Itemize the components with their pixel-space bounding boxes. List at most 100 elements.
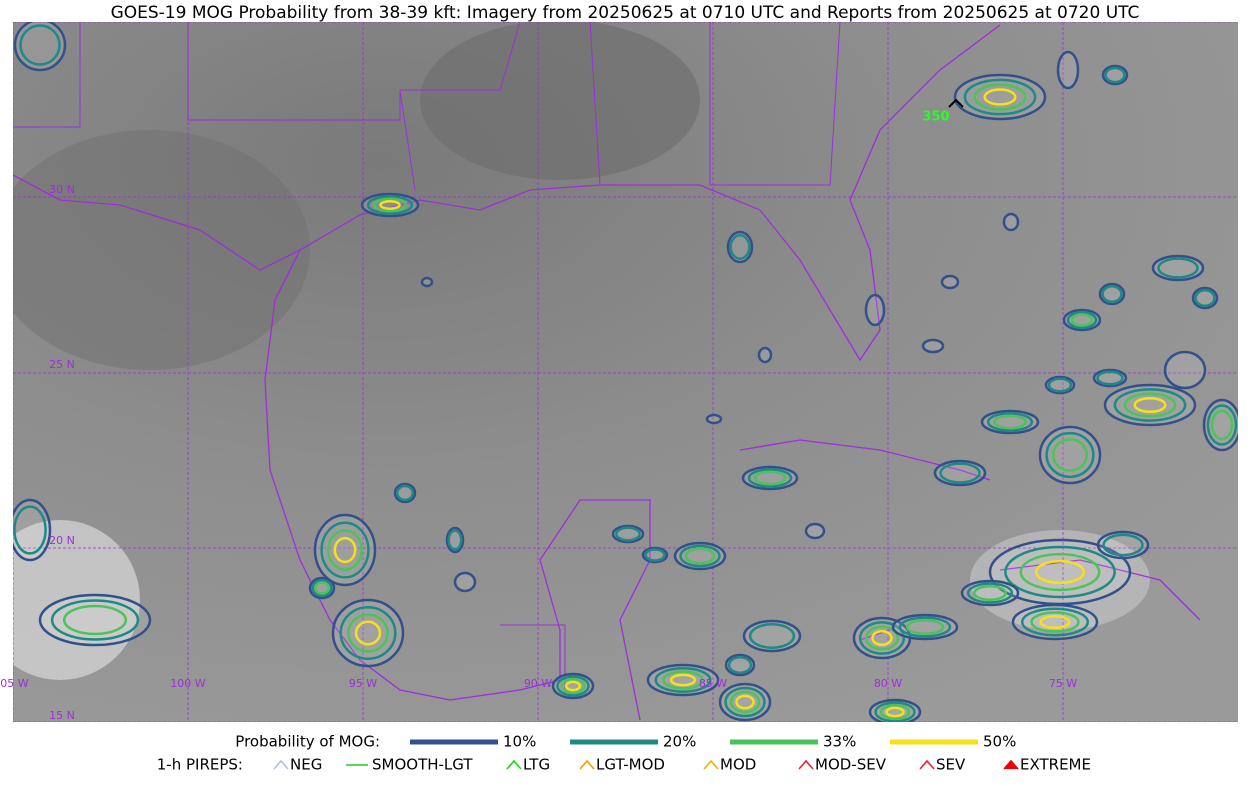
mog-contour xyxy=(1101,284,1123,304)
lat-label: 20 N xyxy=(49,534,75,547)
mog-contour xyxy=(19,24,61,66)
mog-contour xyxy=(13,22,67,72)
mog-contour xyxy=(1194,288,1216,308)
mog-contour xyxy=(420,276,434,288)
pirep-label: MOD xyxy=(720,756,756,774)
mog-contour xyxy=(679,544,721,568)
mog-contour xyxy=(373,197,407,213)
mog-contour xyxy=(379,200,401,210)
mog-contour xyxy=(1123,392,1177,418)
mog-contour xyxy=(331,598,405,668)
mog-contour xyxy=(1202,398,1238,452)
mog-contour xyxy=(669,673,697,687)
mog-contour xyxy=(615,526,641,542)
lon-label: 95 W xyxy=(349,677,377,690)
mog-contour xyxy=(1030,611,1080,633)
mog-contour xyxy=(939,462,981,484)
pirep-symbol xyxy=(273,759,289,770)
mog-contour xyxy=(347,613,389,653)
mog-contour xyxy=(747,468,793,488)
lon-label: 80 W xyxy=(874,677,902,690)
mog-contour xyxy=(905,619,945,635)
mog-contour xyxy=(727,655,753,675)
lat-label: 15 N xyxy=(49,709,75,722)
lon-label: 75 W xyxy=(1049,677,1077,690)
pirep-symbol xyxy=(506,759,522,770)
mog-contour xyxy=(973,83,1027,111)
mog-contour xyxy=(1103,383,1197,427)
mog-contour xyxy=(320,521,370,579)
title: GOES-19 MOG Probability from 38-39 kft: … xyxy=(111,3,1140,23)
lon-label: 105 W xyxy=(0,677,29,690)
mog-contour xyxy=(953,73,1047,121)
mog-contour xyxy=(753,470,787,486)
pirep-label: SMOOTH-LGT xyxy=(372,756,473,774)
pirep-symbol xyxy=(919,759,935,770)
mog-contour xyxy=(1004,545,1116,599)
mog-contour xyxy=(326,529,364,571)
mog-contour xyxy=(1011,603,1099,641)
dry-region xyxy=(13,130,310,370)
mog-contour xyxy=(898,616,952,638)
pirep-label: NEG xyxy=(290,756,322,774)
mog-contour xyxy=(354,620,382,646)
mog-contour xyxy=(1019,552,1101,592)
mog-contour xyxy=(1104,66,1126,84)
mog-contour xyxy=(742,619,802,653)
legend-label: 50% xyxy=(983,733,1016,751)
mog-contour xyxy=(864,293,886,327)
legend-label: 10% xyxy=(503,733,536,751)
map-area xyxy=(13,22,1238,722)
pirep-label: SEV xyxy=(936,756,966,774)
mog-contour xyxy=(748,623,796,649)
mog-contour xyxy=(983,88,1017,106)
mog-contour xyxy=(333,536,357,564)
mog-contour xyxy=(1163,350,1207,390)
mog-contour xyxy=(874,701,916,722)
mog-contour xyxy=(13,505,47,555)
mog-contour xyxy=(1047,377,1073,393)
mog-contour xyxy=(865,625,899,651)
mog-contour xyxy=(556,675,590,697)
mog-contour xyxy=(1020,607,1090,637)
borders xyxy=(13,22,841,690)
mog-contour xyxy=(757,346,773,364)
mog-contour xyxy=(724,686,766,718)
mog-contour xyxy=(1070,313,1094,327)
pirep-label: LTG xyxy=(523,756,550,774)
mog-contour xyxy=(453,571,477,593)
mog-contour xyxy=(879,704,911,720)
mog-contour xyxy=(963,78,1037,116)
mog-contour xyxy=(1056,50,1080,90)
mog-contour xyxy=(1210,409,1234,441)
mog-contour xyxy=(314,581,330,595)
cloud-region xyxy=(13,520,140,680)
mog-contour xyxy=(729,690,761,714)
mog-contour xyxy=(311,578,333,598)
pirep-symbol xyxy=(579,759,595,770)
mog-contour xyxy=(1002,212,1020,232)
mog-contour xyxy=(735,694,755,710)
lon-label: 85 W xyxy=(699,677,727,690)
mog-contour xyxy=(940,274,960,290)
mog-contour xyxy=(38,593,152,647)
dry-region xyxy=(420,22,700,180)
mog-contour xyxy=(705,413,723,425)
mog-contour xyxy=(1206,404,1238,446)
mog-contour xyxy=(646,663,720,697)
pirep-label: MOD-SEV xyxy=(815,756,887,774)
mog-contour xyxy=(447,529,463,551)
mog-contour xyxy=(1113,388,1187,422)
mog-contour xyxy=(993,414,1027,430)
mog-contour xyxy=(804,522,826,540)
mog-contour xyxy=(1039,614,1071,630)
mog-contour xyxy=(871,629,893,647)
mog-contour xyxy=(366,195,414,215)
mog-contour xyxy=(1034,559,1086,585)
pirep-symbol xyxy=(798,759,814,770)
mog-contour xyxy=(313,513,377,587)
legend-label: 20% xyxy=(663,733,696,751)
mog-contour xyxy=(560,678,586,694)
mog-contour xyxy=(1096,370,1124,386)
